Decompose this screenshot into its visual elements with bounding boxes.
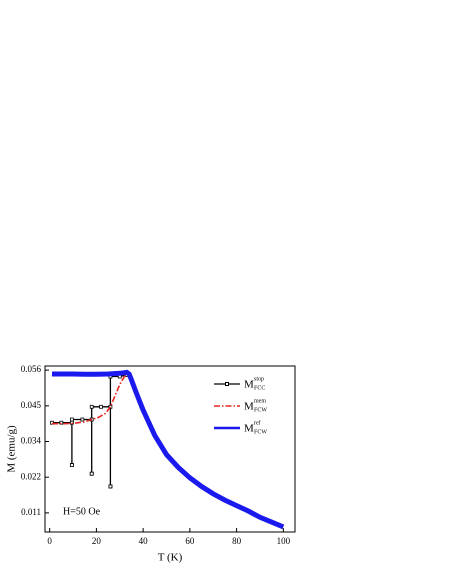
annotation: H=50 Oe: [63, 506, 101, 517]
x-axis-label: T (K): [158, 552, 183, 564]
x-tick-label: 80: [232, 536, 242, 546]
marker: [89, 404, 94, 409]
x-tick-label: 0: [47, 536, 52, 546]
marker: [108, 484, 113, 489]
x-tick-label: 40: [139, 536, 149, 546]
legend-sup: mem: [254, 398, 266, 404]
legend-sub: FCW: [254, 407, 267, 413]
series-line: [52, 373, 128, 425]
y-tick-label: 0.022: [21, 471, 41, 481]
marker: [108, 404, 113, 409]
legend-sup: ref: [254, 419, 261, 426]
x-tick-label: 20: [92, 536, 102, 546]
legend-label: M: [244, 401, 254, 413]
marker: [89, 471, 94, 476]
x-tick-label: 60: [185, 536, 195, 546]
series-line: [52, 369, 285, 530]
marker: [80, 417, 85, 422]
legend-sub: FCC: [254, 385, 265, 391]
legend-label: M: [244, 379, 254, 391]
y-axis-label: M (emu/g): [6, 425, 18, 473]
series-line: [52, 374, 127, 487]
x-tick-label: 100: [277, 536, 291, 546]
marker: [69, 417, 74, 422]
y-tick-label: 0.056: [21, 364, 42, 374]
marker: [99, 404, 103, 409]
plot-frame: [44, 365, 296, 533]
legend-sub: FCW: [254, 429, 267, 435]
y-tick-label: 0.011: [21, 507, 41, 517]
legend-marker: [225, 382, 229, 386]
legend-sup: stop: [254, 376, 264, 382]
legend-label: M: [244, 423, 254, 435]
y-tick-label: 0.034: [21, 436, 42, 446]
marker: [69, 463, 74, 467]
y-tick-label: 0.045: [21, 400, 42, 410]
